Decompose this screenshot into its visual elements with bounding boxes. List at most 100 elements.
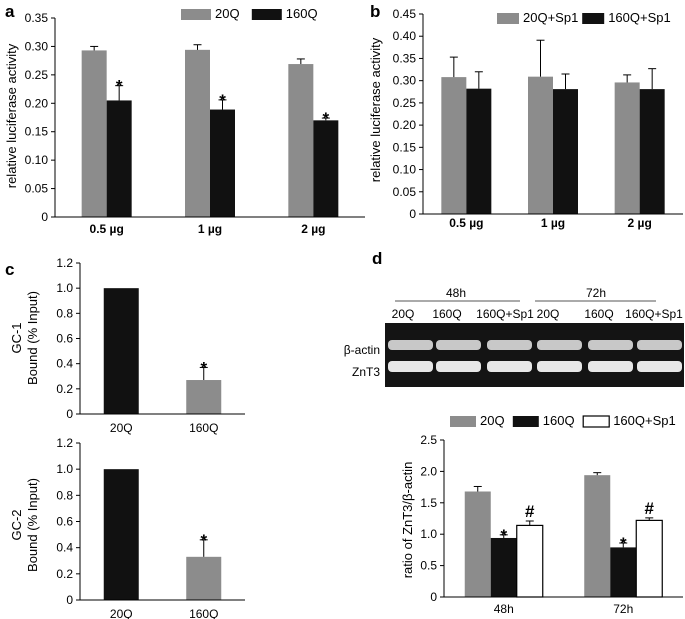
gel-band-actin — [537, 340, 582, 350]
legend-swatch — [450, 416, 476, 427]
panel-a-x-axis: 0.5 µg 1 µg 2 µg — [55, 216, 365, 236]
y-tick-label: 0.30 — [25, 39, 49, 53]
panel-c-gc2-y-label-1: GC-2 — [9, 509, 24, 540]
panel-b-legend: 20Q+Sp1 160Q+Sp1 — [497, 10, 671, 25]
panel-d-legend: 20Q 160Q 160Q+Sp1 — [450, 413, 676, 428]
y-tick-label: 0.6 — [56, 332, 73, 346]
panel-c-gc1-chart: c 0 0.2 0.4 0.6 0.8 1.0 1.2 * 20Q 160Q GC-1 Bou… — [5, 256, 245, 435]
significance-mark: * — [323, 109, 330, 128]
y-tick-label: 0 — [409, 207, 416, 221]
y-tick-label: 0.05 — [25, 182, 49, 196]
legend-swatch — [582, 415, 610, 428]
y-tick-label: 1.0 — [56, 281, 73, 295]
panel-c-letter: c — [5, 260, 14, 279]
legend-swatch — [181, 9, 211, 20]
panel-a-chart: a 0 0.05 0.10 0.15 0.20 0.25 0.30 0.35 * * * 0.5 … — [4, 2, 365, 236]
bar — [441, 77, 467, 214]
bar — [466, 88, 492, 214]
significance-mark: # — [525, 502, 535, 521]
panel-d-y-label: ratio of ZnT3/β-actin — [400, 462, 415, 579]
bar — [185, 49, 210, 218]
panel-b-y-label: relative luciferase activity — [368, 37, 383, 182]
y-tick-label: 0.20 — [393, 118, 417, 132]
y-tick-label: 0.10 — [25, 153, 49, 167]
gel-band-znt3 — [637, 361, 682, 372]
bar — [186, 556, 222, 600]
panel-a-bars: * * * — [81, 44, 339, 218]
significance-mark: * — [116, 77, 123, 96]
panel-d-chart: 0 0.5 1.0 1.5 2.0 2.5 * # * # 48h 72h 20Q 160Q 160Q… — [400, 413, 683, 616]
y-tick-label: 0.25 — [25, 68, 49, 82]
gel-band-actin — [637, 340, 682, 350]
bar — [610, 547, 637, 597]
bar — [210, 109, 235, 217]
y-tick-label: 0.2 — [56, 382, 73, 396]
panel-a-y-axis: 0 0.05 0.10 0.15 0.20 0.25 0.30 0.35 — [25, 11, 56, 224]
x-tick-label: 160Q — [189, 421, 218, 435]
y-tick-label: 0 — [430, 590, 437, 604]
y-tick-label: 0.15 — [25, 125, 49, 139]
bar — [103, 288, 139, 414]
gel-band-actin — [388, 340, 433, 350]
y-tick-label: 0.15 — [393, 140, 417, 154]
legend-label: 160Q — [286, 6, 318, 21]
significance-mark: * — [500, 526, 507, 545]
gel-lane-labels: 20Q 160Q 160Q+Sp1 20Q 160Q 160Q+Sp1 — [392, 307, 684, 321]
gel-band-actin — [487, 340, 532, 350]
y-tick-label: 0.25 — [393, 96, 417, 110]
x-tick-label: 0.5 µg — [449, 216, 483, 230]
panel-d-x-axis: 48h 72h — [444, 596, 683, 616]
legend-label: 160Q — [543, 413, 575, 428]
y-tick-label: 2.5 — [420, 433, 437, 447]
panel-d-bars: * # * # — [464, 472, 663, 598]
panel-c-gc1-y-axis: 0 0.2 0.4 0.6 0.8 1.0 1.2 — [56, 256, 81, 421]
significance-mark: * — [200, 358, 207, 377]
bar — [81, 50, 107, 218]
y-tick-label: 0.10 — [393, 163, 417, 177]
gel-lane-label: 160Q — [584, 307, 613, 321]
y-tick-label: 0.35 — [25, 11, 49, 25]
x-tick-label: 20Q — [110, 607, 133, 619]
bar — [288, 64, 314, 217]
panel-d-gel: d 48h 72h 20Q 160Q 160Q+Sp1 20Q 160Q 160Q+Sp1… — [344, 249, 684, 387]
significance-mark: * — [219, 91, 226, 110]
y-tick-label: 0.40 — [393, 29, 417, 43]
y-tick-label: 0.4 — [56, 357, 73, 371]
bar — [313, 120, 339, 217]
bar — [186, 380, 222, 414]
legend-swatch — [497, 13, 519, 24]
x-tick-label: 20Q — [110, 421, 133, 435]
panel-c-gc1-bars: * — [103, 288, 222, 414]
gel-image — [385, 323, 684, 387]
panel-b-x-axis: 0.5 µg 1 µg 2 µg — [423, 213, 683, 230]
legend-label: 160Q+Sp1 — [613, 413, 676, 428]
y-tick-label: 0 — [66, 593, 73, 607]
legend-label: 160Q+Sp1 — [608, 10, 671, 25]
legend-label: 20Q+Sp1 — [523, 10, 578, 25]
y-tick-label: 0.45 — [393, 7, 417, 21]
bar — [103, 469, 139, 600]
panel-c-gc1-y-label-1: GC-1 — [9, 322, 24, 353]
x-tick-label: 1 µg — [198, 222, 222, 236]
panel-c-gc1-y-label-2: Bound (% Input) — [25, 291, 40, 385]
panel-b-y-axis: 0 0.05 0.10 0.15 0.20 0.25 0.30 0.35 0.40 0.45 — [393, 7, 424, 221]
gel-band-actin — [436, 340, 481, 350]
y-tick-label: 0.05 — [393, 185, 417, 199]
panel-d-letter: d — [372, 249, 382, 268]
y-tick-label: 0.6 — [56, 515, 73, 529]
y-tick-label: 0.30 — [393, 74, 417, 88]
gel-band-znt3 — [537, 361, 582, 372]
gel-band-znt3 — [487, 361, 532, 372]
panel-c-gc2-chart: 0 0.2 0.4 0.6 0.8 1.0 1.2 * 20Q 160Q GC-2 Bound… — [9, 436, 245, 619]
panel-c-gc1-x-axis: 20Q 160Q — [80, 413, 245, 435]
y-tick-label: 0 — [66, 407, 73, 421]
y-tick-label: 1.0 — [420, 527, 437, 541]
bar — [639, 89, 665, 214]
y-tick-label: 0.8 — [56, 306, 73, 320]
legend-label: 20Q — [215, 6, 240, 21]
legend-swatch — [582, 13, 605, 24]
y-tick-label: 0.35 — [393, 51, 417, 65]
bar — [584, 475, 611, 597]
gel-band-znt3 — [388, 361, 433, 372]
